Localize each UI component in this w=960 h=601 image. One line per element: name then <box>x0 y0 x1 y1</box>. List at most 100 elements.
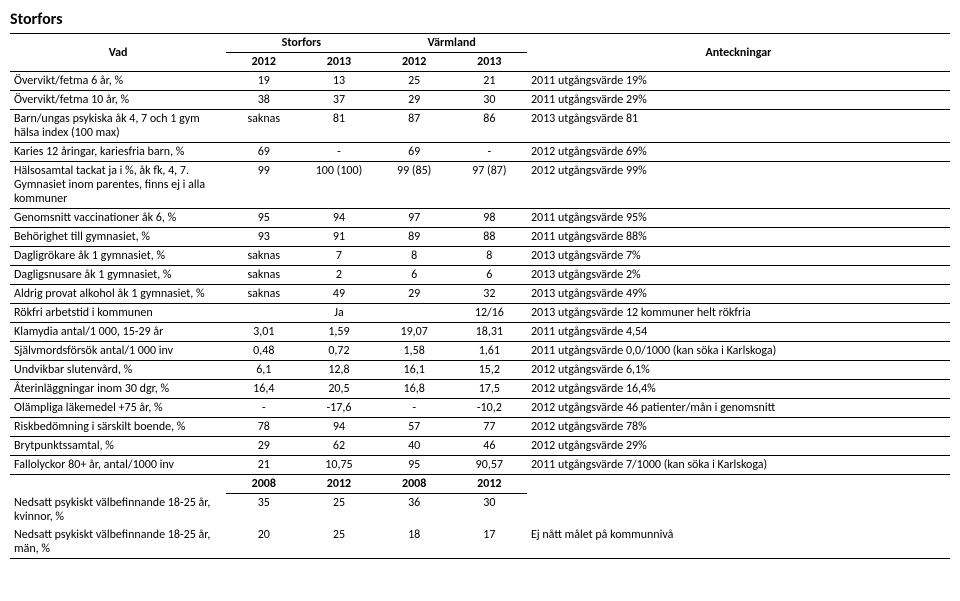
row-value: 29 <box>377 285 452 304</box>
header-storfors: Storfors <box>226 34 376 53</box>
row-value: saknas <box>226 247 301 266</box>
row-value: 16,8 <box>377 380 452 399</box>
row-value: 13 <box>301 72 376 91</box>
table-row: Nedsatt psykiskt välbefinnande 18-25 år,… <box>10 526 950 559</box>
row-note <box>527 494 950 526</box>
row-value: 20,5 <box>301 380 376 399</box>
row-note: 2011 utgångsvärde 19% <box>527 72 950 91</box>
row-value: 6 <box>452 266 527 285</box>
row-note: 2013 utgångsvärde 81 <box>527 110 950 143</box>
row-value: 95 <box>377 456 452 475</box>
row-label: Aldrig provat alkohol åk 1 gymnasiet, % <box>10 285 226 304</box>
row-note: 2012 utgångsvärde 78% <box>527 418 950 437</box>
row-value: - <box>377 399 452 418</box>
row-value: 87 <box>377 110 452 143</box>
row-value: 1,61 <box>452 342 527 361</box>
spacer <box>527 475 950 494</box>
row-value: 94 <box>301 209 376 228</box>
row-value: 99 <box>226 162 301 209</box>
row-value: 94 <box>301 418 376 437</box>
row-label: Karies 12 åringar, kariesfria barn, % <box>10 143 226 162</box>
table-row: Övervikt/fetma 6 år, %191325212011 utgån… <box>10 72 950 91</box>
row-value: 100 (100) <box>301 162 376 209</box>
row-value: 69 <box>377 143 452 162</box>
row-label: Självmordsförsök antal/1 000 inv <box>10 342 226 361</box>
table-row: Dagligrökare åk 1 gymnasiet, %saknas7882… <box>10 247 950 266</box>
row-value: 46 <box>452 437 527 456</box>
row-note: 2013 utgångsvärde 7% <box>527 247 950 266</box>
row-value: 3,01 <box>226 323 301 342</box>
row-value: - <box>452 143 527 162</box>
row-value: 16,1 <box>377 361 452 380</box>
row-label: Barn/ungas psykiska åk 4, 7 och 1 gym hä… <box>10 110 226 143</box>
row-note: 2012 utgångsvärde 6,1% <box>527 361 950 380</box>
row-value: 19,07 <box>377 323 452 342</box>
row-value: 57 <box>377 418 452 437</box>
table-row: Karies 12 åringar, kariesfria barn, %69-… <box>10 143 950 162</box>
row-label: Undvikbar slutenvård, % <box>10 361 226 380</box>
row-value: 69 <box>226 143 301 162</box>
row-value: 18 <box>377 526 452 559</box>
row-note: 2013 utgångsvärde 12 kommuner helt rökfr… <box>527 304 950 323</box>
row-value: 49 <box>301 285 376 304</box>
row-note: 2011 utgångsvärde 88% <box>527 228 950 247</box>
header2-y2: 2012 <box>301 475 376 494</box>
row-value: - <box>226 399 301 418</box>
row-value: 25 <box>301 526 376 559</box>
row-note: 2012 utgångsvärde 69% <box>527 143 950 162</box>
row-value: -17,6 <box>301 399 376 418</box>
table-row: Nedsatt psykiskt välbefinnande 18-25 år,… <box>10 494 950 526</box>
header-y3: 2012 <box>377 53 452 72</box>
row-value: 12/16 <box>452 304 527 323</box>
row-value: 95 <box>226 209 301 228</box>
row-label: Rökfri arbetstid i kommunen <box>10 304 226 323</box>
row-value: 17 <box>452 526 527 559</box>
table-row: Hälsosamtal tackat ja i %, åk fk, 4, 7. … <box>10 162 950 209</box>
row-value: saknas <box>226 110 301 143</box>
row-label: Fallolyckor 80+ år, antal/1000 inv <box>10 456 226 475</box>
row-value: 97 (87) <box>452 162 527 209</box>
row-value: 25 <box>301 494 376 526</box>
header-vad: Vad <box>10 34 226 72</box>
row-value: 36 <box>377 494 452 526</box>
row-label: Återinläggningar inom 30 dgr, % <box>10 380 226 399</box>
row-label: Nedsatt psykiskt välbefinnande 18-25 år,… <box>10 494 226 526</box>
row-value: 90,57 <box>452 456 527 475</box>
table-row: Återinläggningar inom 30 dgr, %16,420,51… <box>10 380 950 399</box>
row-note: 2012 utgångsvärde 99% <box>527 162 950 209</box>
row-value: saknas <box>226 266 301 285</box>
header-y1: 2012 <box>226 53 301 72</box>
header2-y4: 2012 <box>452 475 527 494</box>
row-value: 86 <box>452 110 527 143</box>
row-value: 30 <box>452 494 527 526</box>
row-value: 20 <box>226 526 301 559</box>
header-y4: 2013 <box>452 53 527 72</box>
table-row: Övervikt/fetma 10 år, %383729302011 utgå… <box>10 91 950 110</box>
row-value: 19 <box>226 72 301 91</box>
header-varmland: Värmland <box>377 34 527 53</box>
row-value: 6,1 <box>226 361 301 380</box>
row-value: 0,48 <box>226 342 301 361</box>
row-value: -10,2 <box>452 399 527 418</box>
header-y2: 2013 <box>301 53 376 72</box>
row-value: Ja <box>301 304 376 323</box>
table-row: Självmordsförsök antal/1 000 inv0,480,72… <box>10 342 950 361</box>
row-label: Riskbedömning i särskilt boende, % <box>10 418 226 437</box>
table-row: Undvikbar slutenvård, %6,112,816,115,220… <box>10 361 950 380</box>
row-value: 10,75 <box>301 456 376 475</box>
row-value: 29 <box>226 437 301 456</box>
row-value: 21 <box>226 456 301 475</box>
row-value: 98 <box>452 209 527 228</box>
row-value: 16,4 <box>226 380 301 399</box>
table-row: Klamydia antal/1 000, 15-29 år3,011,5919… <box>10 323 950 342</box>
row-note: 2011 utgångsvärde 7/1000 (kan söka i Kar… <box>527 456 950 475</box>
row-value: 12,8 <box>301 361 376 380</box>
table-row: Barn/ungas psykiska åk 4, 7 och 1 gym hä… <box>10 110 950 143</box>
row-value: 99 (85) <box>377 162 452 209</box>
spacer <box>10 475 226 494</box>
row-note: 2011 utgångsvärde 0,0/1000 (kan söka i K… <box>527 342 950 361</box>
data-table: VadStorforsVärmlandAnteckningar201220132… <box>10 33 950 559</box>
row-value: 17,5 <box>452 380 527 399</box>
row-value: 15,2 <box>452 361 527 380</box>
table-row: Fallolyckor 80+ år, antal/1000 inv2110,7… <box>10 456 950 475</box>
